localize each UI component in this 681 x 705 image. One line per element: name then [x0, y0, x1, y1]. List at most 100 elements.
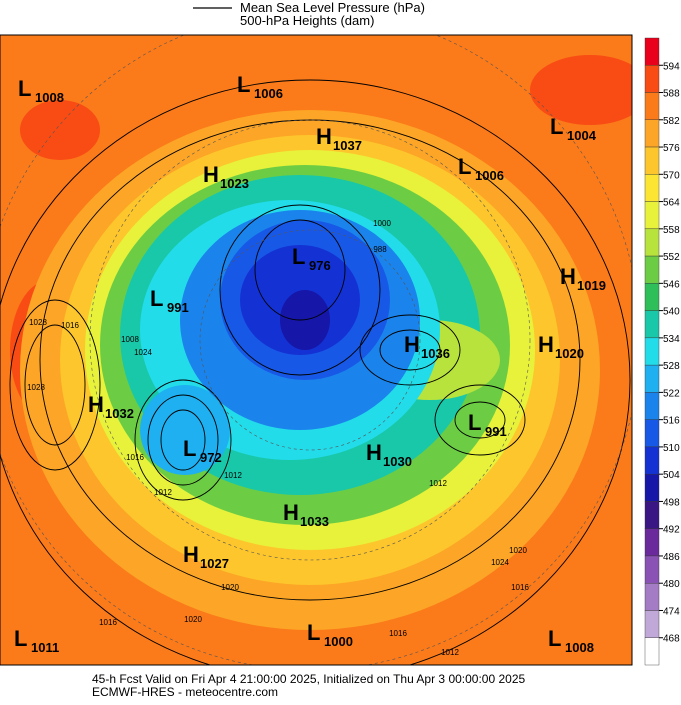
colorbar-tick-label: 492 — [663, 525, 680, 536]
contour-label: 1008 — [121, 335, 139, 344]
colorbar-swatch — [644, 119, 660, 148]
contour-labels: 1028 1016 1008 1024 1028 1016 1012 1012 1020 1016… — [27, 219, 529, 657]
colorbar-tick-label: 570 — [663, 170, 680, 181]
colorbar-swatch — [644, 610, 660, 638]
center-kind: L — [183, 436, 196, 461]
contour-label: 1016 — [511, 583, 529, 592]
center-value: 1019 — [577, 278, 606, 293]
center-value: 991 — [485, 424, 507, 439]
colorbar-tick-label: 516 — [663, 416, 680, 427]
contour-label: 1016 — [99, 618, 117, 627]
contour-label: 1028 — [27, 383, 45, 392]
colorbar-swatch — [644, 255, 660, 284]
colorbar-swatch — [644, 92, 660, 120]
center-kind: H — [183, 542, 199, 567]
center-value: 1011 — [31, 640, 59, 655]
colorbar-swatch — [644, 392, 660, 420]
contour-label: 1016 — [126, 453, 144, 462]
colorbar-tick-label: 504 — [663, 470, 680, 481]
contour-label: 1000 — [373, 219, 391, 228]
center-value: 1027 — [200, 556, 229, 571]
colorbar-swatch — [644, 555, 660, 584]
center-kind: L — [550, 114, 563, 139]
colorbar-swatch — [644, 201, 660, 230]
center-value: 1030 — [383, 454, 412, 469]
colorbar-tick-label: 546 — [663, 279, 680, 290]
colorbar-swatch — [644, 310, 660, 339]
center-kind: H — [283, 500, 299, 525]
contour-label: 1020 — [509, 546, 527, 555]
contour-label: 1020 — [221, 583, 239, 592]
footer-source: ECMWF-HRES - meteocentre.com — [92, 685, 278, 699]
colorbar-swatch — [644, 337, 660, 366]
legend-mslp: Mean Sea Level Pressure (hPa) — [240, 0, 425, 15]
center-value: 976 — [309, 258, 331, 273]
center-kind: L — [237, 72, 250, 97]
colorbar-swatch — [644, 146, 660, 175]
center-kind: H — [316, 124, 332, 149]
center-kind: L — [18, 76, 31, 101]
colorbar-swatch — [644, 583, 660, 611]
colorbar-swatch — [644, 419, 660, 448]
colorbar-swatch — [644, 283, 660, 311]
center-kind: L — [307, 620, 320, 645]
center-kind: L — [292, 244, 305, 269]
center-kind: L — [14, 626, 27, 651]
center-value: 1000 — [324, 634, 353, 649]
colorbar-swatch — [644, 637, 660, 666]
center-value: 1036 — [421, 346, 450, 361]
colorbar-tick-label: 498 — [663, 497, 680, 508]
center-kind: L — [548, 626, 561, 651]
center-value: 1020 — [555, 346, 584, 361]
map-field — [0, 35, 632, 665]
colorbar-tick-label: 594 — [663, 61, 680, 72]
center-value: 972 — [200, 450, 222, 465]
center-value: 991 — [167, 300, 189, 315]
colorbar-tick-label: 564 — [663, 198, 680, 209]
center-value: 1033 — [300, 514, 329, 529]
center-kind: H — [366, 440, 382, 465]
colorbar-tick-label: 588 — [663, 89, 680, 100]
contour-label: 1024 — [134, 348, 152, 357]
colorbar-tick-label: 480 — [663, 579, 680, 590]
center-value: 1004 — [567, 128, 597, 143]
colorbar-tick-label: 528 — [663, 361, 680, 372]
center-value: 1008 — [35, 90, 64, 105]
contour-label: 1016 — [61, 321, 79, 330]
center-value: 1032 — [105, 406, 134, 421]
colorbar-tick-label: 576 — [663, 143, 680, 154]
colorbar-swatch — [644, 174, 660, 202]
center-kind: L — [468, 410, 481, 435]
colorbar-swatch — [644, 446, 660, 475]
center-kind: H — [88, 392, 104, 417]
colorbar-swatch — [644, 364, 660, 393]
center-value: 1006 — [475, 168, 504, 183]
map-frame — [0, 34, 633, 666]
colorbar-swatch — [644, 473, 660, 502]
colorbar: 594 588 582 576 570 564 558 552 546 540 534 528 522 5… — [644, 37, 680, 666]
colorbar-swatch — [644, 528, 660, 557]
center-kind: L — [150, 286, 163, 311]
colorbar-swatch — [644, 228, 660, 257]
footer-valid: 45-h Fcst Valid on Fri Apr 4 21:00:00 20… — [92, 672, 526, 686]
contour-label: 1012 — [154, 488, 172, 497]
colorbar-tick-label: 486 — [663, 552, 680, 563]
center-kind: H — [560, 264, 576, 289]
colorbar-tick-label: 510 — [663, 443, 680, 454]
center-value: 1037 — [333, 138, 362, 153]
center-kind: L — [458, 154, 471, 179]
contour-label: 988 — [373, 245, 387, 254]
contour-label: 1012 — [429, 479, 447, 488]
colorbar-swatch — [644, 37, 660, 66]
center-kind: H — [404, 332, 420, 357]
center-value: 1006 — [254, 86, 283, 101]
colorbar-tick-label: 582 — [663, 116, 680, 127]
contour-label: 1028 — [29, 318, 47, 327]
center-value: 1008 — [565, 640, 594, 655]
contour-label: 1020 — [184, 615, 202, 624]
colorbar-tick-label: 468 — [663, 634, 680, 645]
colorbar-tick-label: 474 — [663, 606, 680, 617]
colorbar-tick-label: 552 — [663, 252, 680, 263]
